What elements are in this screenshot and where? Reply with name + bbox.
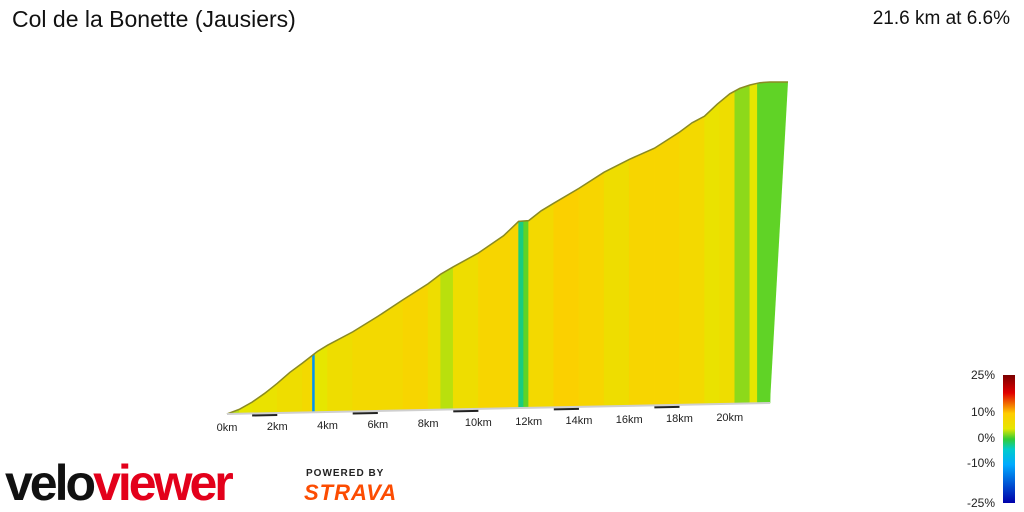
x-tick-label: 18km bbox=[666, 413, 693, 425]
gradient-band bbox=[734, 84, 751, 405]
x-tick-label: 2km bbox=[267, 421, 288, 433]
gradient-band bbox=[679, 115, 705, 406]
x-tick-label: 0km bbox=[217, 422, 238, 434]
profile-end-face bbox=[770, 82, 788, 403]
gradient-band bbox=[302, 354, 313, 413]
gradient-band bbox=[578, 171, 605, 408]
x-tick-label: 6km bbox=[367, 419, 388, 431]
gradient-bands bbox=[226, 81, 788, 415]
climb-summary: 21.6 km at 6.6% bbox=[872, 8, 1010, 29]
gradient-band bbox=[603, 158, 630, 407]
gradient-band bbox=[377, 299, 404, 412]
legend-label: -10% bbox=[966, 456, 995, 470]
x-tick-label: 20km bbox=[716, 412, 743, 424]
gradient-band bbox=[312, 352, 316, 413]
axis-segment bbox=[252, 413, 278, 417]
gradient-band bbox=[553, 187, 580, 408]
gradient-band bbox=[503, 220, 519, 409]
legend-label: 25% bbox=[970, 368, 995, 382]
gradient-band bbox=[427, 273, 441, 411]
svg-text:veloviewer: veloviewer bbox=[5, 455, 233, 508]
legend-label: -25% bbox=[966, 496, 995, 510]
legend-label: 10% bbox=[970, 405, 995, 419]
gradient-band bbox=[276, 362, 303, 414]
axis-segment bbox=[453, 409, 479, 413]
gradient-band bbox=[628, 147, 655, 407]
gradient-legend-bar bbox=[1003, 375, 1015, 503]
gradient-band bbox=[654, 131, 680, 406]
veloviewer-logo: veloviewer bbox=[5, 455, 236, 508]
gradient-band bbox=[352, 315, 379, 412]
x-axis: 0km 2km 4km 6km 8km 10km 12km 14km 16km 18km 20km bbox=[217, 405, 743, 434]
gradient-band bbox=[523, 220, 529, 409]
chart-title: Col de la Bonette (Jausiers) bbox=[12, 6, 296, 32]
gradient-band bbox=[402, 283, 429, 411]
x-tick-label: 4km bbox=[317, 420, 338, 432]
x-tick-label: 14km bbox=[565, 415, 592, 427]
gradient-band bbox=[749, 82, 758, 404]
x-tick-label: 8km bbox=[418, 418, 439, 430]
x-tick-label: 16km bbox=[616, 414, 643, 426]
gradient-band bbox=[757, 81, 771, 404]
gradient-band bbox=[478, 235, 504, 410]
baseline bbox=[226, 402, 771, 415]
gradient-band bbox=[528, 202, 555, 409]
strava-logo: STRAVA bbox=[304, 480, 398, 505]
x-tick-label: 12km bbox=[515, 416, 542, 428]
axis-segment bbox=[654, 405, 680, 409]
axis-segment bbox=[553, 407, 579, 411]
legend-label: 0% bbox=[977, 431, 995, 445]
gradient-band bbox=[719, 90, 736, 405]
gradient-band bbox=[704, 101, 721, 405]
gradient-band bbox=[314, 344, 328, 413]
axis-segment bbox=[352, 411, 378, 415]
x-tick-label: 10km bbox=[465, 417, 492, 429]
gradient-band bbox=[440, 266, 454, 410]
profile-outline bbox=[226, 81, 788, 415]
gradient-band bbox=[518, 220, 524, 409]
gradient-band bbox=[251, 382, 278, 414]
gradient-band bbox=[452, 252, 479, 410]
powered-by-label: POWERED BY bbox=[306, 468, 385, 479]
